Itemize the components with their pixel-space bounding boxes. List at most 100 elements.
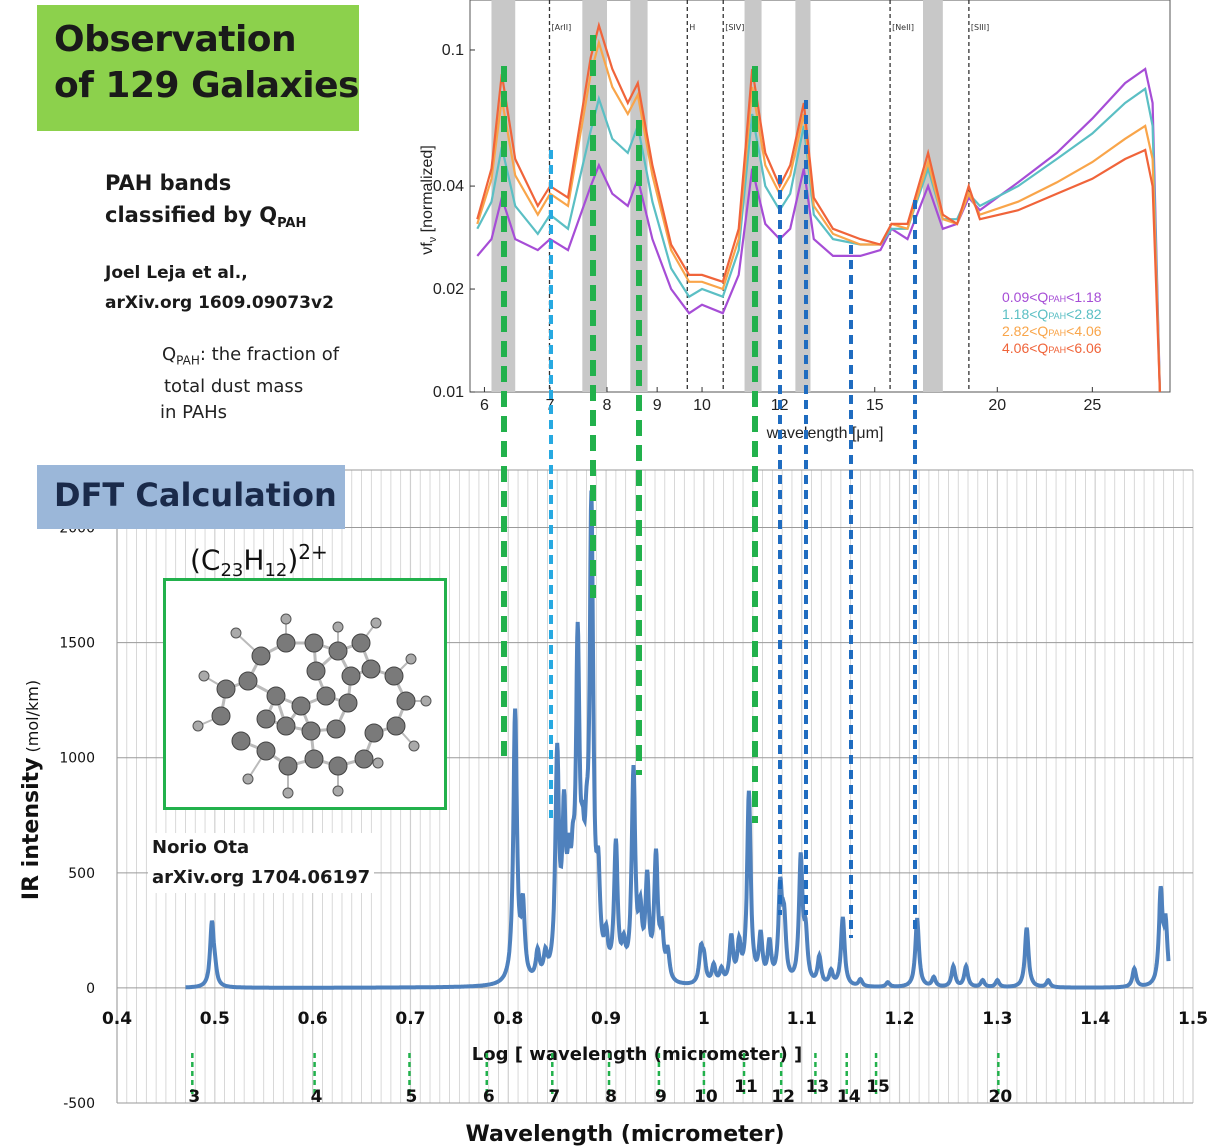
legend-entry-sub: PAH bbox=[1048, 345, 1066, 355]
emission-line-label: H bbox=[689, 23, 695, 32]
top-spectrum-chart: [ArII]H[SIV][NeII][SIII] 678910121520250… bbox=[419, 0, 1171, 442]
legend-entry-end: <4.06 bbox=[1066, 323, 1102, 339]
legend-entry: 0.09<QPAH<1.18 bbox=[1002, 289, 1102, 305]
leja-reference: Joel Leja et al., arXiv.org 1609.09073v2 bbox=[105, 258, 334, 318]
pah-bands-caption: PAH bands classified by QPAH bbox=[105, 167, 306, 240]
legend-entry-end: <2.82 bbox=[1066, 306, 1102, 322]
carbon-atom bbox=[316, 686, 336, 706]
wavelength-label: 3 bbox=[188, 1087, 200, 1107]
ota-ref-line1: Norio Ota bbox=[152, 837, 250, 858]
pah-bands-line2: classified by QPAH bbox=[105, 199, 306, 240]
qpah-symbol: Q bbox=[162, 344, 177, 365]
carbon-atom bbox=[301, 721, 321, 741]
hydrogen-atom bbox=[332, 621, 344, 633]
legend-entry-sub: PAH bbox=[1048, 311, 1066, 321]
x-tick-label: 8 bbox=[603, 397, 612, 414]
x-tick-label: 1.3 bbox=[982, 1009, 1012, 1029]
carbon-atom bbox=[386, 716, 406, 736]
molecule-atoms bbox=[192, 613, 432, 799]
carbon-atom bbox=[326, 719, 346, 739]
hydrogen-atom bbox=[405, 653, 417, 665]
wavelength-label: 12 bbox=[771, 1087, 795, 1107]
x-tick-label: 0.8 bbox=[493, 1009, 523, 1029]
dft-spectrum-chart: -50005001000150020000.40.50.60.70.80.911… bbox=[19, 469, 1208, 1147]
wavelength-label: 4 bbox=[311, 1087, 323, 1107]
carbon-atom bbox=[238, 671, 258, 691]
x-tick-label: 0.6 bbox=[298, 1009, 328, 1029]
hydrogen-atom bbox=[372, 757, 384, 769]
y-tick-label: -500 bbox=[63, 1096, 95, 1112]
carbon-atom bbox=[256, 741, 276, 761]
legend-entry-name: 4.06<Q bbox=[1002, 340, 1048, 356]
formula-part2: H bbox=[243, 543, 265, 577]
top-axes: 678910121520250.010.020.040.1wavelength … bbox=[419, 42, 1101, 442]
hydrogen-atom bbox=[192, 720, 204, 732]
qpah-def-text1: : the fraction of bbox=[199, 344, 340, 365]
carbon-atom bbox=[384, 666, 404, 686]
carbon-atom bbox=[306, 661, 326, 681]
molecule-structure-image bbox=[192, 613, 432, 799]
legend-entry: 4.06<QPAH<6.06 bbox=[1002, 340, 1102, 356]
legend-entry-end: <1.18 bbox=[1066, 289, 1102, 305]
x-tick-label: 9 bbox=[653, 397, 662, 414]
y-tick-label: 0.02 bbox=[433, 281, 464, 298]
hydrogen-atom bbox=[370, 617, 382, 629]
dft-spectrum-line bbox=[185, 490, 1171, 990]
wavelength-label: 14 bbox=[837, 1087, 861, 1107]
wavelength-label: 9 bbox=[655, 1087, 667, 1107]
carbon-atom bbox=[251, 646, 271, 666]
emission-line-label: [ArII] bbox=[551, 23, 571, 32]
formula-part1: (C bbox=[190, 543, 221, 577]
hydrogen-atom bbox=[198, 670, 210, 682]
hydrogen-atom bbox=[282, 787, 294, 799]
x-tick-label: 1 bbox=[698, 1009, 710, 1029]
emission-line-label: [NeII] bbox=[892, 23, 914, 32]
dft-title: DFT Calculation bbox=[54, 476, 337, 514]
peak-connector-lines bbox=[501, 35, 917, 938]
pah-band bbox=[923, 0, 943, 392]
qpah-definition: QPAH: the fraction of total dust mass in… bbox=[147, 342, 339, 426]
carbon-atom bbox=[361, 659, 381, 679]
y-tick-label: 0.01 bbox=[433, 384, 464, 401]
y-axis-label: νfν [normalized] bbox=[419, 145, 439, 255]
y-axis-label: IR intensity (mol/km) bbox=[19, 680, 44, 900]
observation-title: Observation of 129 Galaxies bbox=[54, 19, 360, 106]
carbon-atom bbox=[328, 641, 348, 661]
x-tick-label: 6 bbox=[480, 397, 489, 414]
ota-ref-line2: arXiv.org 1704.06197 bbox=[152, 867, 371, 888]
wavelength-label: 7 bbox=[548, 1087, 560, 1107]
y-tick-label: 500 bbox=[68, 866, 95, 882]
hydrogen-atom bbox=[280, 613, 292, 625]
x-tick-label: 10 bbox=[693, 397, 711, 414]
y-tick-label: 1500 bbox=[59, 636, 95, 652]
y-tick-label: 1000 bbox=[59, 751, 95, 767]
legend-entry: 1.18<QPAH<2.82 bbox=[1002, 306, 1102, 322]
hydrogen-atom bbox=[420, 695, 432, 707]
carbon-atom bbox=[351, 633, 371, 653]
pah-bands-text: classified by Q bbox=[105, 203, 278, 227]
x-tick-label: 15 bbox=[866, 397, 884, 414]
legend-entry-sub: PAH bbox=[1048, 328, 1066, 338]
legend-entry-end: <6.06 bbox=[1066, 340, 1102, 356]
hydrogen-atom bbox=[332, 785, 344, 797]
y-axis-label-sub: ν bbox=[427, 236, 439, 242]
x-tick-label: 0.5 bbox=[200, 1009, 230, 1029]
carbon-atom bbox=[341, 666, 361, 686]
dft-title-box bbox=[37, 465, 345, 529]
carbon-atom bbox=[354, 749, 374, 769]
legend-entry-name: 1.18<Q bbox=[1002, 306, 1048, 322]
wavelength-label: 13 bbox=[806, 1077, 830, 1097]
qpah-sub: PAH bbox=[176, 353, 200, 368]
x-tick-label: 0.4 bbox=[102, 1009, 132, 1029]
pah-band bbox=[795, 0, 811, 392]
carbon-atom bbox=[291, 696, 311, 716]
pah-bands-line1: PAH bands bbox=[105, 171, 232, 195]
x-axis-label-secondary: Wavelength (micrometer) bbox=[465, 1122, 784, 1147]
x-tick-label: 0.9 bbox=[591, 1009, 621, 1029]
wavelength-markers: 3 4 5 6 7 8 9 10 11 12 13 14 15 20 bbox=[188, 1053, 1012, 1107]
carbon-atom bbox=[266, 686, 286, 706]
x-axis-label: Log [ wavelength (micrometer) ] bbox=[472, 1044, 802, 1065]
carbon-atom bbox=[304, 749, 324, 769]
pah-bands-sub: PAH bbox=[277, 216, 307, 232]
y-axis-label-suffix: [normalized] bbox=[419, 145, 436, 237]
